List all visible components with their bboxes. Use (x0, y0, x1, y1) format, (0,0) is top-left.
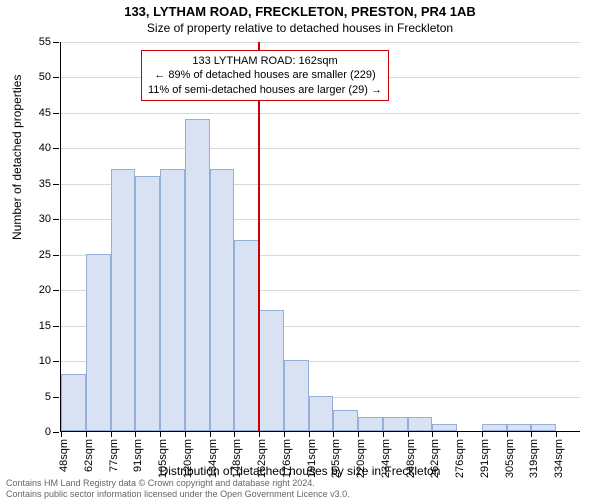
gridline (61, 113, 580, 114)
y-tick-label: 20 (39, 284, 51, 296)
y-tick (53, 77, 59, 78)
x-tick (432, 431, 433, 437)
histogram-bar (234, 240, 259, 431)
y-tick-label: 15 (39, 320, 51, 332)
y-tick-label: 25 (39, 249, 51, 261)
x-tick (333, 431, 334, 437)
plot-region: 051015202530354045505548sqm62sqm77sqm91s… (60, 42, 580, 432)
histogram-bar (86, 254, 111, 431)
footer-line-2: Contains public sector information licen… (6, 489, 594, 499)
y-tick (53, 184, 59, 185)
histogram-bar (333, 410, 358, 431)
y-tick (53, 148, 59, 149)
y-tick-label: 35 (39, 178, 51, 190)
chart-subtitle: Size of property relative to detached ho… (0, 21, 600, 35)
annotation-line: 133 LYTHAM ROAD: 162sqm (148, 54, 382, 68)
histogram-bar (358, 417, 383, 431)
attribution-footer: Contains HM Land Registry data © Crown c… (6, 478, 594, 499)
histogram-bar (531, 424, 556, 431)
footer-line-1: Contains HM Land Registry data © Crown c… (6, 478, 594, 488)
histogram-bar (408, 417, 433, 431)
y-tick (53, 255, 59, 256)
y-tick (53, 113, 59, 114)
x-tick (86, 431, 87, 437)
histogram-bar (259, 310, 284, 431)
histogram-bar (432, 424, 457, 431)
x-tick (309, 431, 310, 437)
x-tick (259, 431, 260, 437)
histogram-bar (135, 176, 160, 431)
y-tick-label: 50 (39, 71, 51, 83)
x-tick (234, 431, 235, 437)
x-tick (284, 431, 285, 437)
x-tick (556, 431, 557, 437)
y-tick (53, 326, 59, 327)
histogram-bar (482, 424, 507, 431)
y-tick (53, 397, 59, 398)
histogram-bar (160, 169, 185, 431)
x-tick (61, 431, 62, 437)
chart-title: 133, LYTHAM ROAD, FRECKLETON, PRESTON, P… (0, 4, 600, 19)
y-tick (53, 42, 59, 43)
y-tick-label: 5 (45, 391, 51, 403)
histogram-bar (185, 119, 210, 431)
histogram-bar (507, 424, 532, 431)
annotation-box: 133 LYTHAM ROAD: 162sqm← 89% of detached… (141, 50, 389, 101)
x-tick (531, 431, 532, 437)
y-tick-label: 30 (39, 213, 51, 225)
y-tick (53, 290, 59, 291)
y-tick (53, 361, 59, 362)
y-tick-label: 55 (39, 36, 51, 48)
histogram-bar (61, 374, 86, 431)
x-tick (358, 431, 359, 437)
annotation-line: 11% of semi-detached houses are larger (… (148, 83, 382, 97)
x-tick (457, 431, 458, 437)
x-tick (185, 431, 186, 437)
x-axis-label: Distribution of detached houses by size … (0, 464, 600, 478)
gridline (61, 42, 580, 43)
x-tick (383, 431, 384, 437)
x-tick (507, 431, 508, 437)
annotation-line: ← 89% of detached houses are smaller (22… (148, 68, 382, 82)
chart-header: 133, LYTHAM ROAD, FRECKLETON, PRESTON, P… (0, 0, 600, 35)
histogram-bar (284, 360, 309, 431)
x-tick (160, 431, 161, 437)
y-tick-label: 0 (45, 426, 51, 438)
y-tick (53, 219, 59, 220)
histogram-bar (210, 169, 235, 431)
y-tick (53, 432, 59, 433)
histogram-bar (383, 417, 408, 431)
y-axis-label: Number of detached properties (10, 75, 24, 240)
histogram-bar (111, 169, 136, 431)
y-tick-label: 40 (39, 142, 51, 154)
histogram-bar (309, 396, 334, 431)
gridline (61, 148, 580, 149)
x-tick (408, 431, 409, 437)
x-tick (482, 431, 483, 437)
y-tick-label: 45 (39, 107, 51, 119)
chart-area: 051015202530354045505548sqm62sqm77sqm91s… (60, 42, 580, 432)
x-tick (135, 431, 136, 437)
x-tick (210, 431, 211, 437)
x-tick (111, 431, 112, 437)
y-tick-label: 10 (39, 355, 51, 367)
